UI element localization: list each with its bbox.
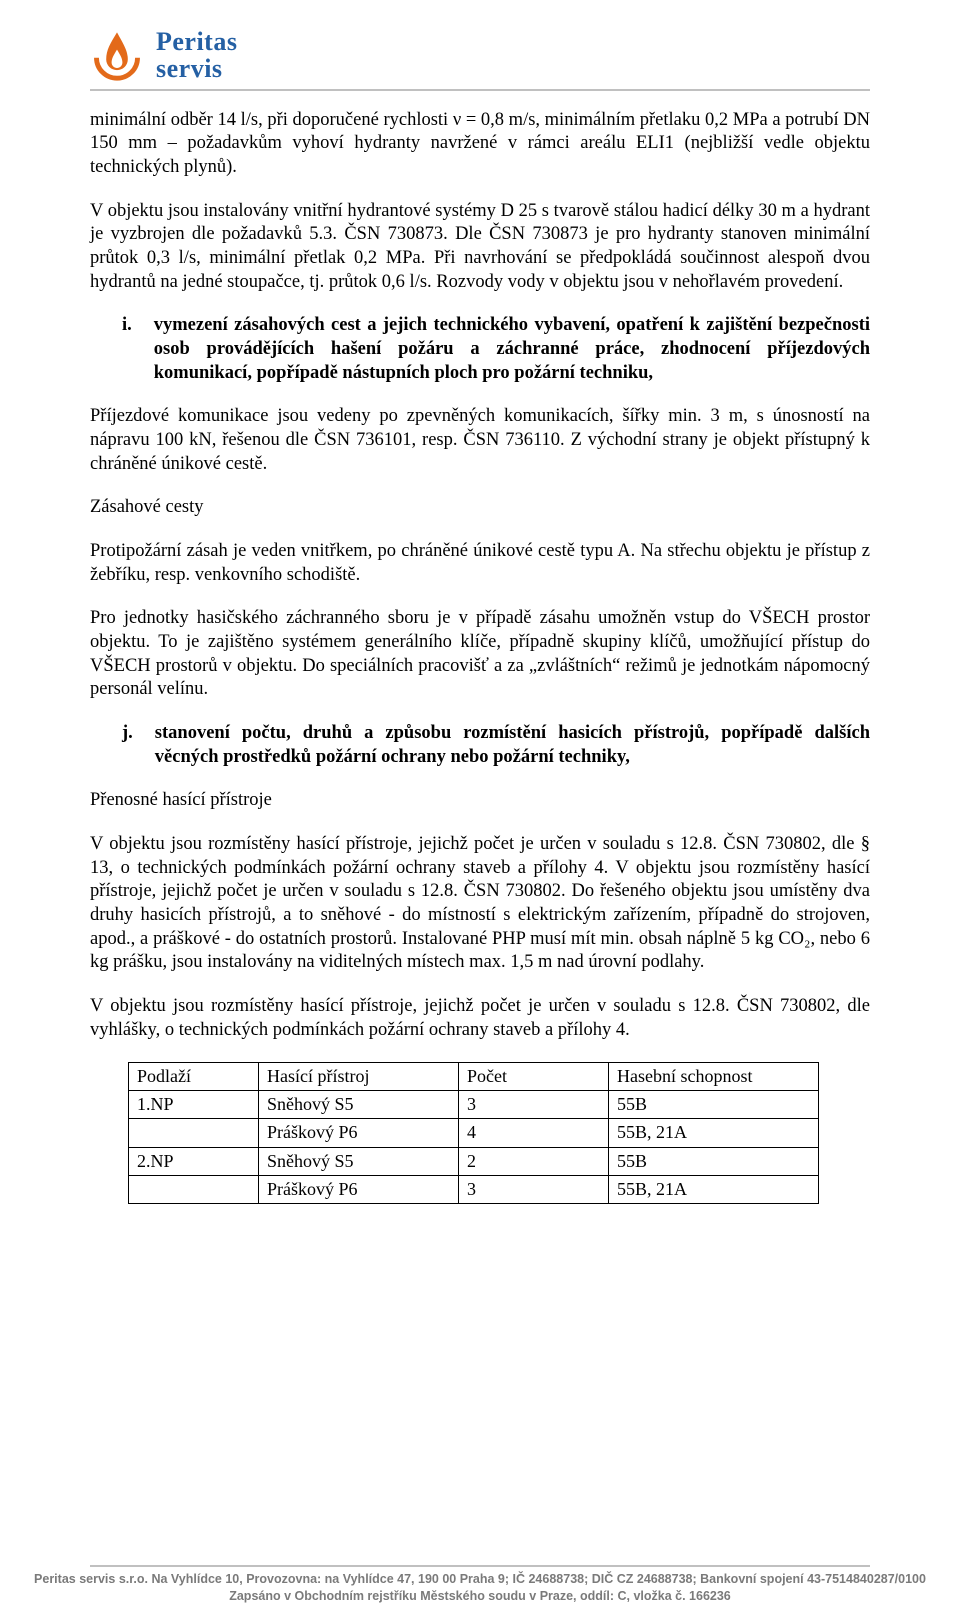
table-row: 1.NP Sněhový S5 3 55B [129, 1091, 819, 1119]
brand-name: Peritas servis [156, 28, 237, 83]
flame-logo-icon [90, 28, 144, 82]
heading-text: vymezení zásahových cest a jejich techni… [154, 314, 870, 385]
table-cell: 3 [459, 1091, 609, 1119]
paragraph: V objektu jsou instalovány vnitřní hydra… [90, 200, 870, 295]
paragraph: V objektu jsou rozmístěny hasící přístro… [90, 833, 870, 975]
paragraph: Příjezdové komunikace jsou vedeny po zpe… [90, 405, 870, 476]
footer-divider [90, 1565, 870, 1567]
table-header: Hasební schopnost [609, 1063, 819, 1091]
subheading: Přenosné hasící přístroje [90, 789, 870, 813]
table-cell: 55B, 21A [609, 1175, 819, 1203]
paragraph: V objektu jsou rozmístěny hasící přístro… [90, 995, 870, 1042]
table-header-row: Podlaží Hasící přístroj Počet Hasební sc… [129, 1063, 819, 1091]
table-cell: 2.NP [129, 1147, 259, 1175]
table-row: Práškový P6 4 55B, 21A [129, 1119, 819, 1147]
paragraph: Protipožární zásah je veden vnitřkem, po… [90, 540, 870, 587]
heading-marker: i. [122, 314, 132, 385]
table-cell: 3 [459, 1175, 609, 1203]
paragraph: minimální odběr 14 l/s, při doporučené r… [90, 109, 870, 180]
table-cell: Sněhový S5 [259, 1147, 459, 1175]
table-row: 2.NP Sněhový S5 2 55B [129, 1147, 819, 1175]
heading-marker: j. [122, 722, 133, 769]
table-header: Podlaží [129, 1063, 259, 1091]
table-cell: Práškový P6 [259, 1119, 459, 1147]
table-cell: 55B [609, 1091, 819, 1119]
footer-line: Peritas servis s.r.o. Na Vyhlídce 10, Pr… [0, 1571, 960, 1588]
table-cell: 2 [459, 1147, 609, 1175]
table-cell: Práškový P6 [259, 1175, 459, 1203]
section-heading-i: i. vymezení zásahových cest a jejich tec… [122, 314, 870, 385]
table-cell: 1.NP [129, 1091, 259, 1119]
table-cell [129, 1119, 259, 1147]
footer-line: Zapsáno v Obchodním rejstříku Městského … [0, 1588, 960, 1605]
table-cell: 4 [459, 1119, 609, 1147]
heading-text: stanovení počtu, druhů a způsobu rozmíst… [155, 722, 870, 769]
table-header: Počet [459, 1063, 609, 1091]
table-cell: Sněhový S5 [259, 1091, 459, 1119]
document-body: minimální odběr 14 l/s, při doporučené r… [0, 91, 960, 1204]
fire-extinguisher-table: Podlaží Hasící přístroj Počet Hasební sc… [128, 1062, 819, 1203]
brand-line2: servis [156, 55, 237, 82]
page-header: Peritas servis [0, 0, 960, 83]
subheading: Zásahové cesty [90, 496, 870, 520]
page-footer: Peritas servis s.r.o. Na Vyhlídce 10, Pr… [0, 1565, 960, 1605]
section-heading-j: j. stanovení počtu, druhů a způsobu rozm… [122, 722, 870, 769]
table-cell: 55B [609, 1147, 819, 1175]
table-cell [129, 1175, 259, 1203]
table-row: Práškový P6 3 55B, 21A [129, 1175, 819, 1203]
paragraph: Pro jednotky hasičského záchranného sbor… [90, 607, 870, 702]
table-header: Hasící přístroj [259, 1063, 459, 1091]
brand-line1: Peritas [156, 28, 237, 55]
table-cell: 55B, 21A [609, 1119, 819, 1147]
